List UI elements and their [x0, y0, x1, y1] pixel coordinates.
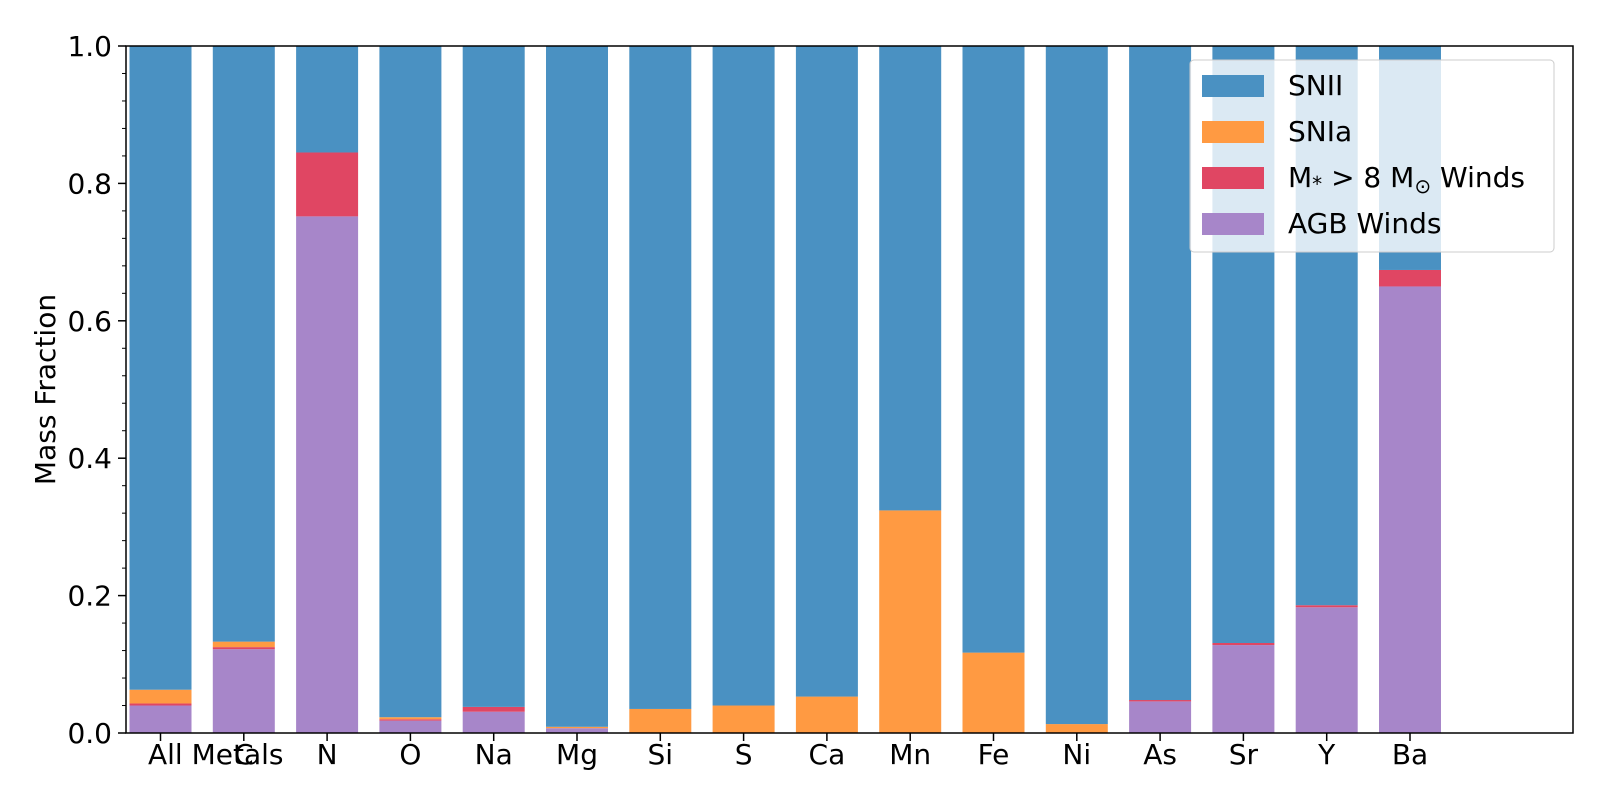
bar-as-snii [1129, 46, 1192, 701]
x-tick-label: C [234, 738, 254, 771]
x-tick-label: Na [475, 738, 513, 771]
bar-s-snii [712, 46, 775, 706]
bar-ca-snii [795, 46, 858, 697]
bar-si-snia [629, 708, 692, 733]
legend-box [1189, 59, 1555, 253]
y-tick-label: 0.0 [67, 717, 112, 750]
bar-all-metals-snii [129, 46, 192, 690]
bar-fe-snia [962, 652, 1025, 733]
y-axis-label: Mass Fraction [29, 294, 62, 485]
bar-ca-snia [795, 696, 858, 733]
bar-sr-m-8-mo-winds [1212, 643, 1275, 646]
bar-s-snia [712, 705, 775, 733]
bar-as-m-8-mo-winds [1129, 700, 1192, 702]
bar-n-agb-winds [296, 216, 359, 734]
bar-o-snia [379, 717, 442, 720]
x-tick-label: Mg [556, 738, 598, 771]
bar-y-m-8-mo-winds [1295, 605, 1358, 608]
bar-n-snii [296, 46, 359, 153]
bar-o-snii [379, 46, 442, 718]
bar-mg-snia [546, 726, 608, 729]
bar-mn-snii [879, 46, 942, 511]
bar-ni-snia [1045, 724, 1108, 733]
y-tick-label: 1.0 [67, 30, 112, 63]
bar-sr-agb-winds [1212, 645, 1275, 733]
legend-swatch-snia [1202, 121, 1264, 143]
bar-all-metals-m-8-mo-winds [129, 703, 192, 706]
y-tick-label: 0.6 [67, 305, 112, 338]
bar-fe-snii [962, 46, 1025, 653]
x-tick-label: N [317, 738, 338, 771]
bar-na-snii [462, 46, 525, 707]
x-tick-label: Ni [1062, 738, 1091, 771]
legend-swatch-agb-winds [1202, 213, 1264, 235]
legend: SNII SNIa M* > 8 M⊙ Winds AGB Winds [1189, 59, 1555, 253]
bar-all-metals-snia [129, 689, 192, 704]
x-tick-label: Fe [978, 738, 1010, 771]
bar-si-snii [629, 46, 692, 709]
x-tick-label: Mn [889, 738, 931, 771]
y-axis: 0.0 0.2 0.4 0.6 0.8 1.0 [67, 30, 126, 750]
bar-c-snia [212, 641, 275, 648]
x-tick-label: Y [1317, 738, 1336, 771]
bar-ba-m-8-mo-winds [1379, 269, 1441, 287]
bar-c-m-8-mo-winds [212, 647, 275, 650]
bar-ni-snii [1045, 46, 1108, 725]
x-tick-label: O [399, 738, 421, 771]
legend-label-agb-winds: AGB Winds [1288, 207, 1441, 240]
x-tick-label: Ba [1392, 738, 1428, 771]
bar-mn-snia [879, 510, 942, 733]
x-tick-label: Si [648, 738, 674, 771]
bar-o-agb-winds [379, 720, 442, 733]
bar-c-snii [212, 46, 275, 642]
bar-na-m-8-mo-winds [462, 706, 525, 712]
legend-label-snia: SNIa [1288, 115, 1352, 148]
bar-c-agb-winds [212, 649, 275, 733]
legend-swatch-snii [1202, 75, 1264, 97]
x-tick-label: All Metals [148, 738, 284, 771]
x-tick-label: Sr [1229, 738, 1259, 771]
y-tick-label: 0.8 [67, 167, 112, 200]
bar-mg-snii [546, 46, 608, 727]
legend-label-m-8-mo-winds: M* > 8 M⊙ Winds [1288, 161, 1525, 198]
y-tick-label: 0.2 [67, 580, 112, 613]
bar-stacks [129, 46, 1441, 734]
bar-o-m-8-mo-winds [379, 719, 442, 721]
bar-na-agb-winds [462, 711, 525, 733]
bar-as-agb-winds [1129, 701, 1192, 733]
x-tick-label: As [1143, 738, 1177, 771]
bar-all-metals-agb-winds [129, 705, 192, 733]
legend-swatch-m-8-mo-winds [1202, 167, 1264, 189]
y-tick-label: 0.4 [67, 442, 112, 475]
bar-n-m-8-mo-winds [296, 152, 359, 217]
plot-frame [125, 45, 1574, 734]
bar-mg-agb-winds [546, 728, 608, 733]
bar-y-agb-winds [1295, 607, 1358, 733]
bar-ba-agb-winds [1379, 286, 1441, 733]
legend-label-snii: SNII [1288, 69, 1343, 102]
x-tick-label: S [735, 738, 753, 771]
x-tick-label: Ca [809, 738, 846, 771]
